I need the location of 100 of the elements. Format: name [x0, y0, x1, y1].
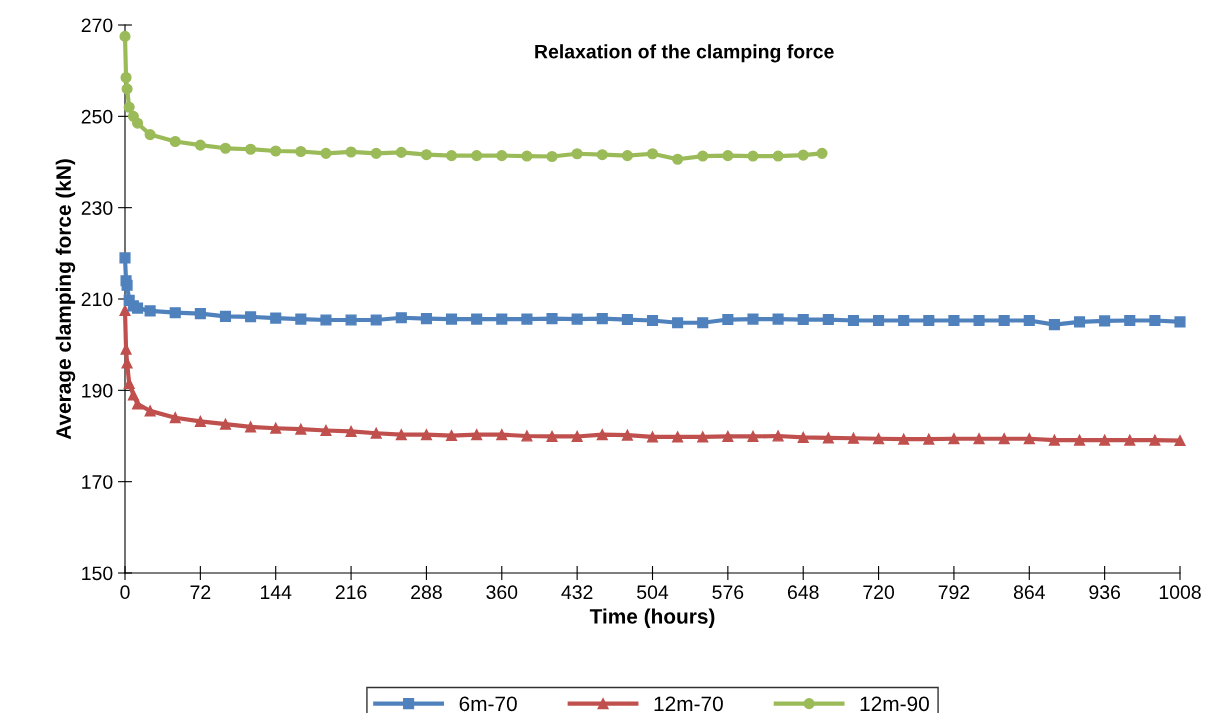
point: [121, 83, 133, 95]
point: [445, 150, 458, 162]
x-tick-label: 720: [863, 585, 895, 600]
point: [646, 314, 659, 327]
y-tick-label: 170: [82, 475, 113, 489]
point: [219, 418, 232, 430]
x-tick-label: 936: [1089, 585, 1121, 600]
y-tick-label: 190: [82, 383, 113, 398]
point: [1149, 314, 1161, 327]
point: [772, 430, 784, 442]
point: [646, 431, 659, 443]
point: [345, 425, 357, 437]
point: [772, 150, 784, 162]
x-tick-label: 72: [190, 585, 211, 599]
point: [521, 150, 533, 162]
point: [571, 313, 583, 325]
y-tick-label: 230: [81, 201, 113, 215]
point: [245, 421, 257, 433]
point: [596, 429, 608, 441]
point: [270, 422, 282, 434]
point: [420, 429, 432, 441]
point: [119, 30, 131, 42]
x-tick-label: 360: [486, 585, 518, 600]
point: [395, 146, 407, 158]
point: [445, 429, 458, 442]
point: [948, 314, 960, 327]
y-tick-label: 250: [81, 109, 113, 124]
point: [370, 314, 382, 326]
point: [169, 135, 181, 148]
point: [747, 430, 759, 443]
point: [121, 279, 133, 291]
x-tick-label: 144: [260, 585, 292, 599]
point: [219, 310, 232, 322]
x-tick-label: 504: [637, 585, 669, 600]
point: [816, 147, 828, 159]
point: [621, 429, 633, 441]
point: [496, 150, 508, 162]
point: [295, 313, 307, 325]
point: [1124, 434, 1136, 446]
point: [123, 101, 135, 113]
point: [546, 313, 558, 325]
point: [898, 433, 910, 445]
point: [847, 432, 860, 444]
point: [621, 150, 633, 162]
point: [471, 313, 483, 325]
x-tick-label: 864: [1013, 585, 1045, 600]
point: [144, 405, 156, 417]
point: [923, 433, 935, 445]
point: [923, 314, 935, 327]
point: [1149, 434, 1161, 446]
point: [1048, 434, 1060, 446]
point: [571, 148, 583, 160]
point: [1023, 314, 1035, 327]
point: [132, 302, 144, 314]
point: [797, 431, 809, 443]
point: [345, 146, 357, 158]
point: [295, 145, 307, 158]
point: [571, 430, 583, 443]
point: [132, 117, 144, 129]
point: [822, 432, 834, 444]
point: [1124, 314, 1136, 327]
point: [496, 429, 508, 441]
point: [772, 313, 784, 325]
point: [722, 430, 734, 443]
point: [672, 431, 684, 443]
point: [1048, 319, 1060, 331]
point: [1099, 434, 1111, 446]
point: [546, 150, 558, 163]
point: [621, 313, 633, 326]
point: [873, 314, 885, 327]
point: [1023, 433, 1035, 445]
point: [998, 433, 1010, 445]
point: [132, 398, 144, 410]
point: [596, 313, 608, 325]
point: [194, 415, 206, 427]
text: Relaxation of the clamping force: [535, 44, 834, 63]
point: [445, 313, 458, 325]
point: [295, 423, 307, 435]
x-tick-label: 792: [938, 585, 970, 600]
x-tick-label: 216: [335, 585, 367, 600]
point: [697, 150, 709, 162]
point: [194, 308, 206, 320]
point: [1174, 316, 1186, 328]
x-tick-label: 288: [411, 585, 442, 600]
legend-label: 12m-70: [654, 696, 723, 712]
point: [395, 312, 407, 324]
point: [747, 150, 759, 162]
point: [521, 430, 533, 442]
point: [672, 317, 684, 329]
point: [521, 313, 533, 325]
point: [797, 313, 809, 326]
point: [596, 149, 608, 161]
point: [119, 252, 131, 264]
point: [127, 389, 139, 401]
point: [219, 142, 232, 154]
point: [395, 429, 407, 441]
legend-label: 12m-90: [860, 696, 929, 712]
point: [546, 430, 558, 443]
point: [144, 305, 156, 317]
point: [697, 431, 709, 443]
